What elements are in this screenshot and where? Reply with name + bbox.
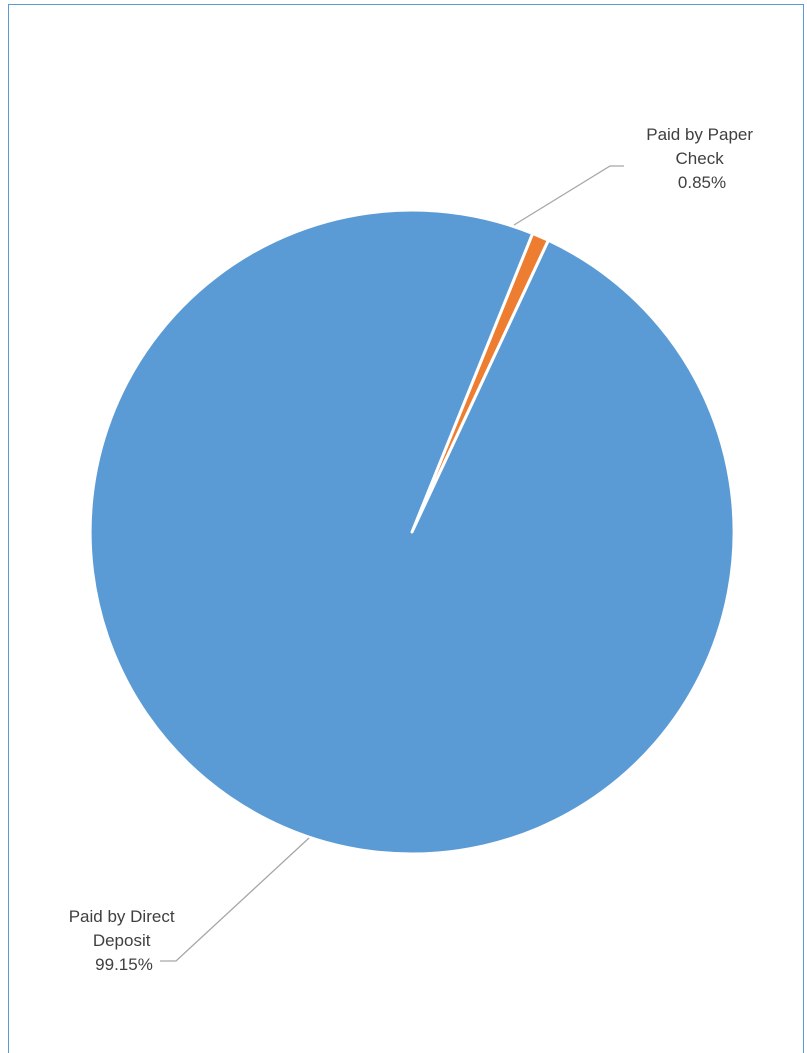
slice-label-direct-deposit-line2: Deposit xyxy=(93,931,151,950)
slice-label-paper-check: Paid by Paper Check 0.85% xyxy=(646,125,758,192)
slice-label-direct-deposit: Paid by Direct Deposit 99.15% xyxy=(69,907,180,974)
slice-direct-deposit xyxy=(88,208,736,856)
slice-label-paper-check-line1: Paid by Paper xyxy=(646,125,753,144)
pie-slices xyxy=(88,208,736,856)
slice-label-direct-deposit-line1: Paid by Direct xyxy=(69,907,175,926)
slice-value-direct-deposit: 99.15% xyxy=(95,955,153,974)
slice-label-paper-check-line2: Check xyxy=(676,149,725,168)
leader-lines xyxy=(160,165,624,962)
leader-line-paper-check xyxy=(513,165,624,226)
slice-value-paper-check: 0.85% xyxy=(678,173,726,192)
leader-line-direct-deposit xyxy=(160,837,310,962)
